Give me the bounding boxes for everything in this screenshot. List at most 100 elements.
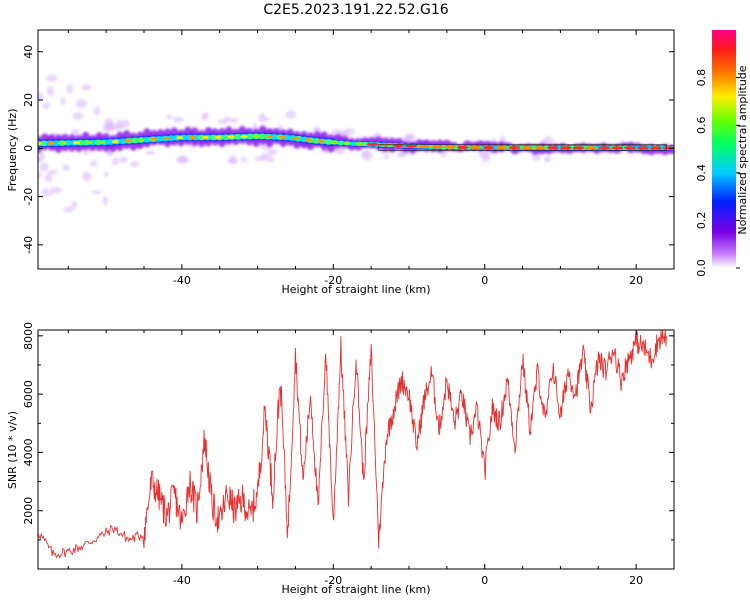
heatmap-peak (279, 135, 287, 139)
heatmap-peak (73, 141, 81, 145)
heatmap-noise-blob (267, 156, 275, 163)
heatmap-noise-blob (42, 102, 50, 109)
y-tick-label: 0 (22, 145, 35, 152)
heatmap-noise-blob (82, 171, 92, 182)
heatmap-peak (559, 146, 572, 150)
heatmap-peak (291, 136, 299, 140)
heatmap-noise-blob (44, 173, 53, 183)
heatmap-peak (585, 146, 598, 150)
y-tick-label: -20 (22, 188, 35, 206)
heatmap-peak (188, 135, 196, 140)
heatmap-peak (636, 146, 649, 150)
heatmap-noise-blob (75, 99, 87, 109)
colorbar-gradient (712, 30, 736, 268)
heatmap-peak (201, 135, 209, 140)
heatmap-noise-blob (201, 113, 207, 122)
heatmap-peak (330, 140, 338, 144)
heatmap-noise-blob (47, 170, 58, 175)
x-tick-label: -40 (173, 274, 191, 287)
snr-axis-ticks: -40 -20 0 20 2000 4000 6000 8000 (22, 322, 674, 587)
heatmap-noise-blob (104, 118, 114, 128)
heatmap-peak (38, 141, 42, 146)
heatmap-peak (98, 140, 106, 144)
x-tick-label: 0 (481, 274, 488, 287)
heatmap-peak (366, 142, 379, 147)
heatmap-noise-blob (71, 200, 78, 210)
heatmap-noise-blob (254, 156, 266, 161)
heatmap-peak (253, 134, 261, 138)
colorbar-tick-label: 0.2 (695, 212, 708, 230)
heatmap-noise-blob (285, 110, 297, 119)
heatmap-noise-blob (396, 151, 406, 158)
snr-x-axis-label: Height of straight line (km) (281, 583, 430, 596)
heatmap-peak (137, 138, 145, 142)
spectrogram-frame (37, 29, 675, 270)
heatmap-noise-blob (62, 164, 70, 172)
heatmap-peak (240, 135, 248, 139)
heatmap-peak (317, 139, 325, 143)
x-tick-label: 0 (481, 574, 488, 587)
heatmap-peak (508, 146, 521, 150)
heatmap-peak (456, 145, 469, 149)
heatmap-noise-blob (267, 148, 277, 156)
colorbar-tick-label: 0.4 (695, 164, 708, 182)
heatmap-peak (546, 146, 559, 150)
spectrogram-y-axis-label: Frequency (Hz) (6, 109, 19, 192)
heatmap-peak (85, 140, 93, 145)
heatmap-noise-blob (38, 157, 42, 163)
heatmap-noise-blob (107, 151, 113, 157)
heatmap-noise-blob (344, 128, 355, 136)
heatmap-peak (304, 138, 312, 142)
y-tick-label: 40 (22, 45, 35, 59)
heatmap-peak (624, 146, 637, 150)
heatmap-peak (418, 144, 431, 149)
heatmap-peak (482, 145, 495, 150)
heatmap-noise-blob (46, 86, 54, 97)
heatmap-peak (572, 146, 585, 150)
heatmap-noise-blob (240, 156, 247, 163)
heatmap-noise-blob (130, 161, 139, 168)
heatmap-noise-blob (89, 159, 98, 167)
heatmap-noise-blob (543, 155, 552, 163)
heatmap-noise-blob (173, 116, 184, 123)
heatmap-peak (649, 146, 662, 150)
heatmap-noise-blob (91, 190, 102, 195)
heatmap-peak (469, 145, 482, 150)
y-tick-label: 8000 (22, 322, 35, 350)
spectrogram-axis-ticks: -40 -20 0 20 -40 -20 0 20 40 (22, 30, 674, 287)
y-tick-label: 4000 (22, 438, 35, 466)
heatmap-peak (343, 141, 351, 145)
x-tick-label: -20 (324, 274, 342, 287)
heatmap-peak (495, 146, 508, 150)
heatmap-noise-blob (145, 150, 156, 156)
heatmap-peak (611, 146, 624, 150)
heatmap-peak (521, 146, 534, 150)
colorbar: 0.0 0.2 0.4 0.6 0.8 Normalized spectral ampl… (695, 30, 749, 277)
snr-frame (37, 329, 675, 570)
heatmap-noise-blob (81, 84, 92, 91)
x-tick-label: -20 (324, 574, 342, 587)
heatmap-noise-blob (63, 206, 74, 213)
heatmap-noise-blob (228, 117, 239, 123)
heatmap-peak (392, 143, 405, 148)
heatmap-noise-blob (361, 150, 373, 161)
spectrogram-x-axis-label: Height of straight line (km) (281, 283, 430, 296)
figure-title: C2E5.2023.191.22.52.G16 (263, 2, 448, 18)
heatmap-noise-blob (112, 157, 119, 166)
heatmap-noise-blob (38, 92, 44, 102)
colorbar-tick-label: 0.0 (695, 259, 708, 277)
heatmap-noise-blob (38, 171, 43, 178)
heatmap-peak (227, 135, 235, 139)
y-tick-label: -40 (22, 236, 35, 254)
heatmap-peak (60, 141, 68, 145)
heatmap-peak (124, 139, 132, 143)
heatmap-noise-blob (49, 186, 62, 194)
x-tick-label: -40 (173, 574, 191, 587)
heatmap-noise-blob (258, 113, 266, 123)
colorbar-ticks: 0.0 0.2 0.4 0.6 0.8 (695, 69, 740, 277)
heatmap-noise-blob (383, 152, 389, 160)
heatmap-peak (443, 145, 456, 149)
x-tick-label: 20 (629, 574, 643, 587)
heatmap-noise-blob (224, 116, 231, 121)
